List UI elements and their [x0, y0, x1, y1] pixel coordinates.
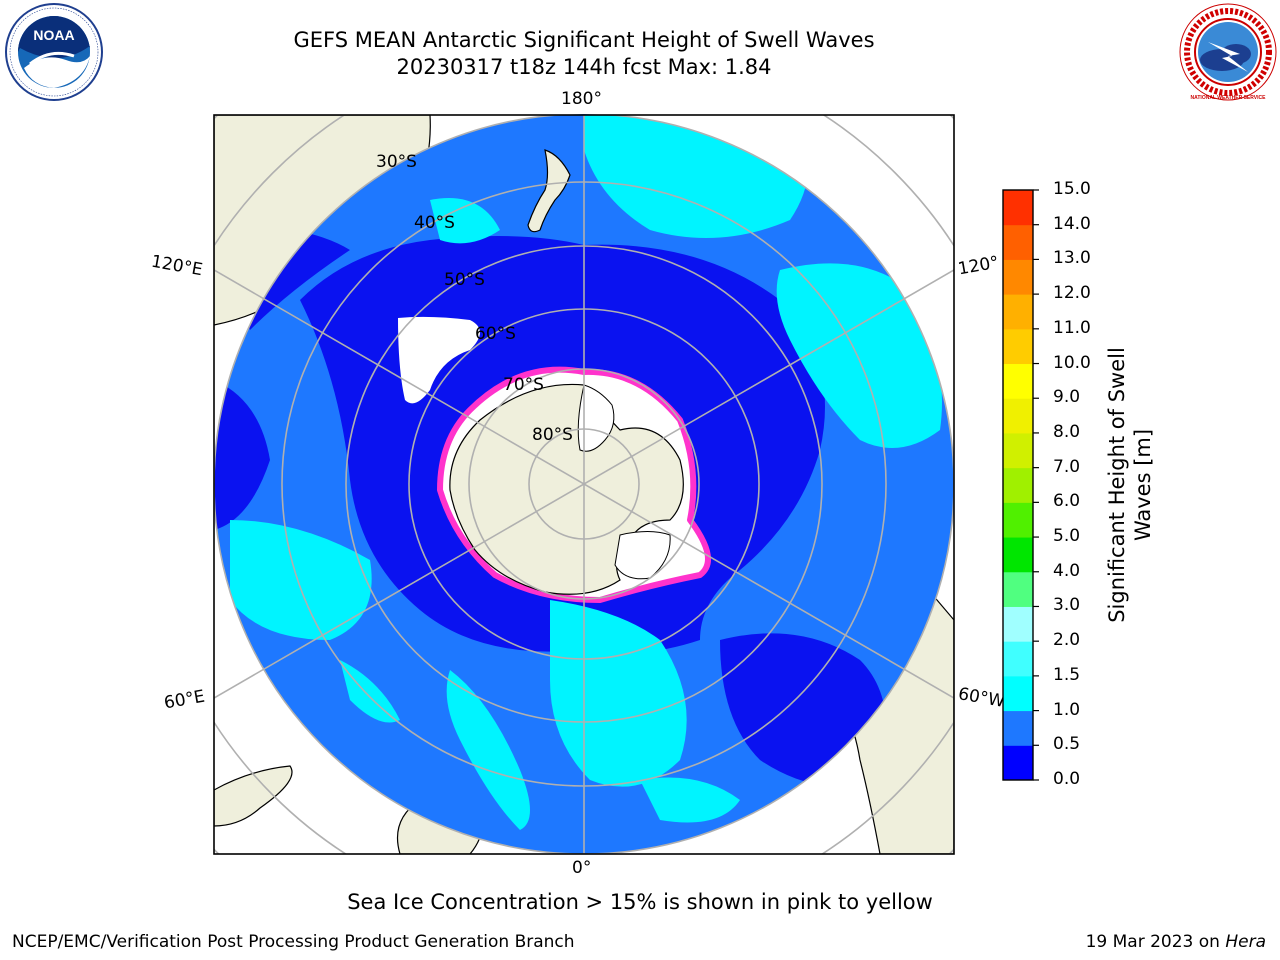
colorbar-segment: [1003, 606, 1033, 642]
graticule: [214, 115, 954, 854]
noaa-logo-text: NOAA: [33, 27, 74, 43]
noaa-logo: NOAA: [5, 3, 103, 101]
madagascar-land: [214, 765, 293, 827]
colorbar-segment: [1003, 224, 1033, 260]
map-frame: [213, 114, 955, 855]
colorbar-tick-label: 7.0: [1053, 456, 1081, 477]
map-title: GEFS MEAN Antarctic Significant Height o…: [293, 28, 875, 52]
colorbar-tick-label: 2.0: [1053, 630, 1081, 651]
nws-logo-text: NATIONAL WEATHER SERVICE: [1191, 95, 1267, 101]
lat-label-70s: 70°S: [503, 375, 544, 395]
colorbar-frame: [1002, 189, 1034, 781]
nws-logo: NATIONAL WEATHER SERVICE: [1179, 3, 1277, 101]
credit-line: NCEP/EMC/Verification Post Processing Pr…: [12, 932, 575, 952]
colorbar-segment: [1003, 259, 1033, 295]
colorbar: [1002, 189, 1039, 781]
lat-label-40s: 40°S: [414, 213, 455, 233]
colorbar-segment: [1003, 294, 1033, 330]
date-stamp: 19 Mar 2023 on Hera: [1086, 932, 1266, 952]
colorbar-tick-label: 9.0: [1053, 387, 1081, 408]
map-subtitle: 20230317 t18z 144h fcst Max: 1.84: [396, 55, 772, 79]
colorbar-segment: [1003, 467, 1033, 503]
colorbar-segment: [1003, 537, 1033, 573]
lon-label-180: 180°: [561, 89, 602, 109]
colorbar-segment: [1003, 190, 1033, 226]
sea-ice-note: Sea Ice Concentration > 15% is shown in …: [347, 890, 933, 914]
colorbar-tick-label: 5.0: [1053, 526, 1081, 547]
lat-label-80s: 80°S: [532, 425, 573, 445]
colorbar-segment: [1003, 328, 1033, 365]
lon-label-0: 0°: [572, 858, 592, 878]
colorbar-tick-label: 10.0: [1053, 352, 1091, 373]
ice-shelf-weddell: [614, 531, 671, 580]
colorbar-tick-label: 1.5: [1053, 664, 1081, 685]
colorbar-title-line1: Significant Height of Swell: [1105, 347, 1129, 623]
colorbar-tick-label: 3.0: [1053, 595, 1081, 616]
colorbar-segment: [1003, 710, 1033, 746]
colorbar-tick-label: 13.0: [1053, 248, 1091, 269]
colorbar-tick-label: 11.0: [1053, 317, 1091, 338]
ice-field-pacific: [398, 316, 480, 404]
date-text: 19 Mar 2023 on: [1085, 932, 1220, 952]
colorbar-tick-label: 0.0: [1053, 769, 1081, 789]
colorbar-tick-label: 4.0: [1053, 560, 1081, 581]
colorbar-tick-label: 15.0: [1053, 179, 1091, 199]
colorbar-title-line2: Waves [m]: [1131, 428, 1155, 542]
lat-label-60s: 60°S: [475, 324, 516, 344]
lat-label-50s: 50°S: [444, 270, 485, 290]
colorbar-segment: [1003, 675, 1033, 712]
ice-shelf-ross: [577, 384, 615, 452]
system-name: Hera: [1225, 932, 1266, 952]
colorbar-segment: [1003, 641, 1033, 677]
colorbar-tick-label: 8.0: [1053, 421, 1081, 442]
colorbar-tick-label: 6.0: [1053, 491, 1081, 512]
lat-label-30s: 30°S: [376, 152, 417, 172]
colorbar-segment: [1003, 432, 1033, 469]
colorbar-tick-label: 12.0: [1053, 283, 1091, 304]
colorbar-segment: [1003, 502, 1033, 538]
colorbar-tick-label: 1.0: [1053, 699, 1081, 720]
colorbar-segment: [1003, 745, 1033, 781]
colorbar-tick-label: 0.5: [1053, 734, 1081, 755]
colorbar-segment: [1003, 363, 1033, 399]
colorbar-segment: [1003, 398, 1033, 434]
new-zealand-land: [527, 149, 571, 233]
colorbar-tick-label: 14.0: [1053, 213, 1091, 234]
meridian-120e-60w: [214, 269, 954, 699]
colorbar-segment: [1003, 571, 1033, 607]
